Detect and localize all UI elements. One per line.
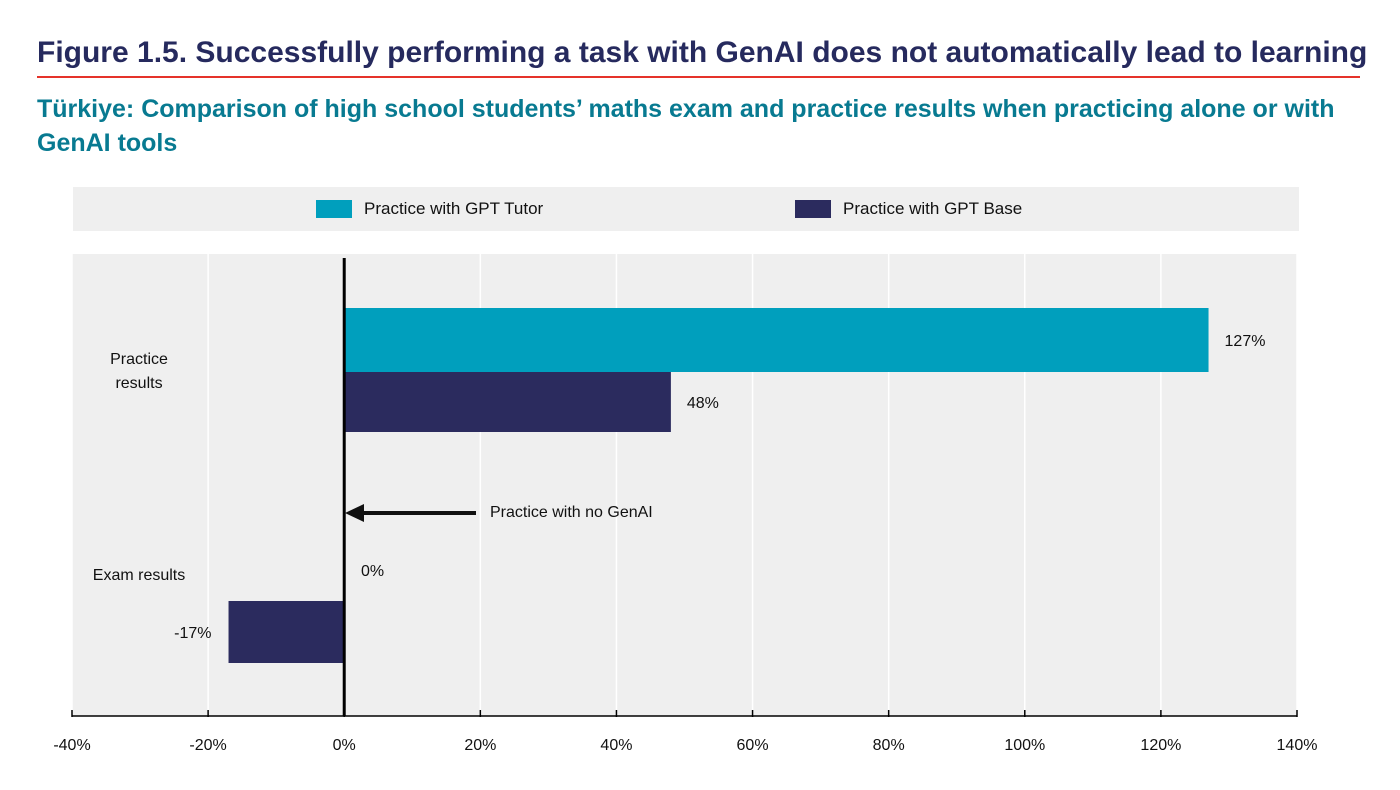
plot-background bbox=[72, 254, 1297, 716]
x-tick-label-4: 40% bbox=[600, 737, 632, 754]
x-tick-label-9: 140% bbox=[1277, 737, 1318, 754]
x-tick-label-2: 0% bbox=[333, 737, 356, 754]
figure-title: Figure 1.5. Successfully performing a ta… bbox=[37, 36, 1368, 69]
bar-practice-gpt-tutor bbox=[344, 308, 1209, 372]
figure-subtitle: Türkiye: Comparison of high school stude… bbox=[37, 95, 1335, 157]
title-divider bbox=[37, 76, 1360, 78]
x-tick-label-6: 80% bbox=[873, 737, 905, 754]
data-label-practice-gpt-tutor: 127% bbox=[1225, 333, 1266, 350]
x-tick-label-5: 60% bbox=[737, 737, 769, 754]
category-label-exam: Exam results bbox=[93, 567, 185, 584]
legend-item-gpt-base: Practice with GPT Base bbox=[795, 187, 1022, 231]
legend-swatch-gpt-base bbox=[795, 200, 831, 218]
x-tick-label-0: -40% bbox=[53, 737, 90, 754]
legend-item-gpt-tutor: Practice with GPT Tutor bbox=[316, 187, 543, 231]
bar-practice-gpt-base bbox=[344, 372, 671, 432]
legend-swatch-gpt-tutor bbox=[316, 200, 352, 218]
data-label-exam-gpt-tutor: 0% bbox=[361, 563, 384, 580]
x-tick-label-1: -20% bbox=[189, 737, 226, 754]
annotation-label: Practice with no GenAI bbox=[490, 504, 653, 521]
legend-label-gpt-tutor: Practice with GPT Tutor bbox=[364, 199, 544, 218]
x-tick-label-8: 120% bbox=[1140, 737, 1181, 754]
x-tick-label-7: 100% bbox=[1004, 737, 1045, 754]
chart-legend: Practice with GPT Tutor Practice with GP… bbox=[73, 187, 1299, 231]
bar-exam-gpt-base bbox=[228, 601, 345, 663]
x-tick-label-3: 20% bbox=[464, 737, 496, 754]
category-label-practice: Practice results bbox=[110, 351, 168, 392]
legend-label-gpt-base: Practice with GPT Base bbox=[843, 199, 1023, 218]
annotation-arrow-head bbox=[345, 504, 364, 522]
data-label-practice-gpt-base: 48% bbox=[687, 395, 719, 412]
data-label-exam-gpt-base: -17% bbox=[174, 625, 211, 642]
